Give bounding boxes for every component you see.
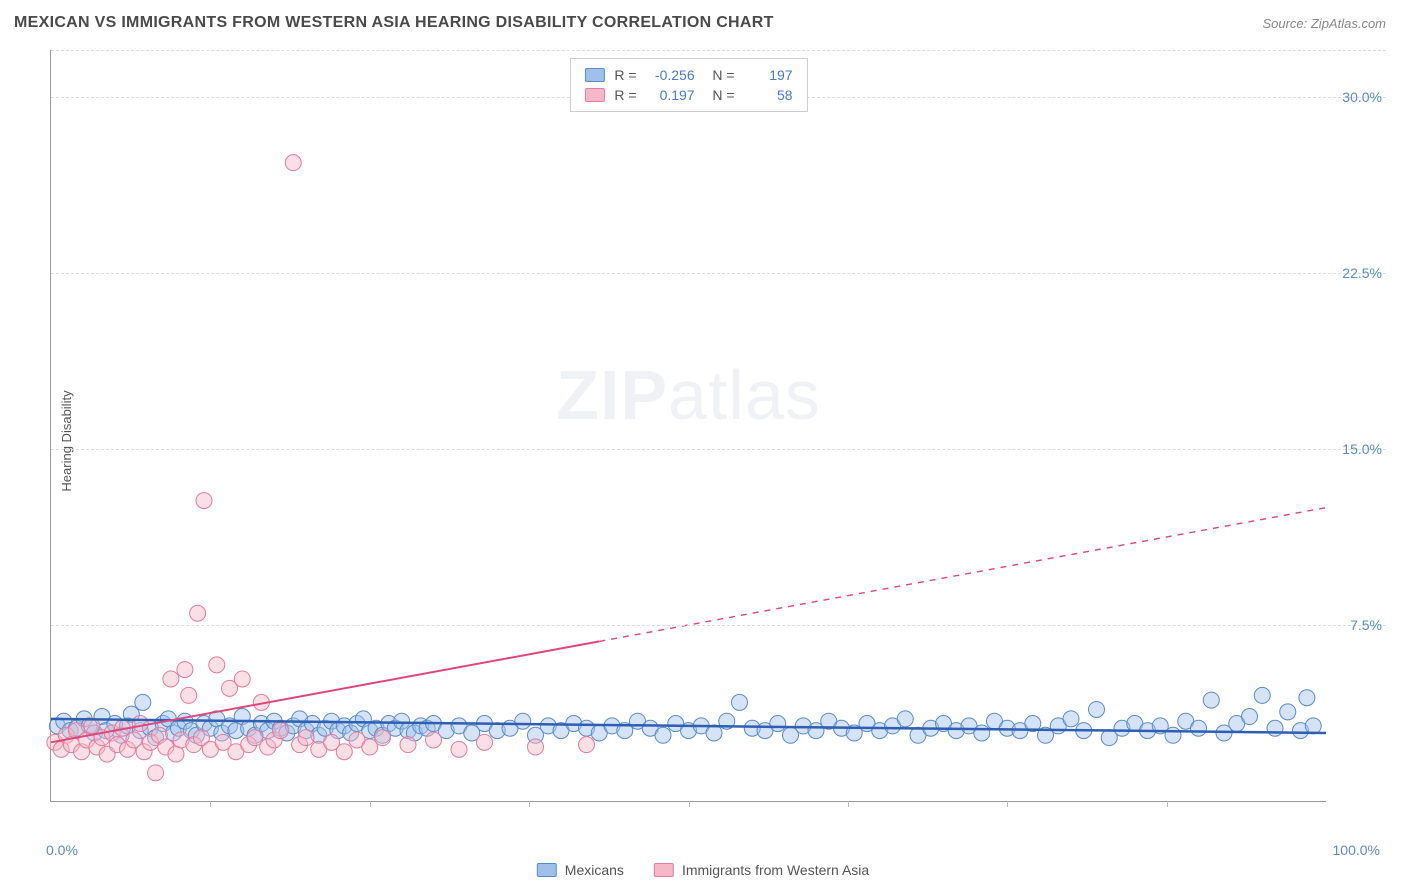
- swatch-series2: [584, 88, 604, 102]
- r-value-2: 0.197: [647, 87, 695, 103]
- data-point: [234, 671, 250, 687]
- data-point: [770, 716, 786, 732]
- legend-swatch-1: [537, 863, 557, 877]
- stats-row-2: R = 0.197 N = 58: [584, 85, 792, 105]
- legend-label-2: Immigrants from Western Asia: [682, 862, 869, 878]
- data-point: [655, 727, 671, 743]
- data-point: [974, 725, 990, 741]
- data-point: [1242, 709, 1258, 725]
- stats-row-1: R = -0.256 N = 197: [584, 65, 792, 85]
- y-tick-label: 30.0%: [1342, 89, 1382, 105]
- source-attribution: Source: ZipAtlas.com: [1262, 16, 1386, 31]
- data-point: [190, 605, 206, 621]
- x-end-label: 100.0%: [1333, 842, 1380, 858]
- legend-item-2: Immigrants from Western Asia: [654, 862, 869, 878]
- data-point: [163, 671, 179, 687]
- stats-legend: R = -0.256 N = 197 R = 0.197 N = 58: [569, 58, 807, 112]
- y-tick-label: 7.5%: [1350, 617, 1382, 633]
- data-point: [426, 732, 442, 748]
- data-point: [1165, 727, 1181, 743]
- data-point: [148, 765, 164, 781]
- data-point: [181, 687, 197, 703]
- legend-swatch-2: [654, 863, 674, 877]
- data-point: [1280, 704, 1296, 720]
- trend-line-dashed: [599, 508, 1326, 642]
- data-point: [1203, 692, 1219, 708]
- data-point: [285, 155, 301, 171]
- page-title: MEXICAN VS IMMIGRANTS FROM WESTERN ASIA …: [14, 14, 774, 32]
- n-value-1: 197: [745, 67, 793, 83]
- data-point: [515, 713, 531, 729]
- x-start-label: 0.0%: [46, 842, 78, 858]
- data-point: [273, 723, 289, 739]
- data-point: [1254, 687, 1270, 703]
- data-point: [1063, 711, 1079, 727]
- data-point: [1089, 701, 1105, 717]
- data-point: [1267, 720, 1283, 736]
- data-point: [897, 711, 913, 727]
- bottom-legend: Mexicans Immigrants from Western Asia: [537, 862, 869, 878]
- legend-item-1: Mexicans: [537, 862, 624, 878]
- data-point: [579, 737, 595, 753]
- swatch-series1: [584, 68, 604, 82]
- data-point: [298, 730, 314, 746]
- data-point: [336, 744, 352, 760]
- data-point: [732, 694, 748, 710]
- n-value-2: 58: [745, 87, 793, 103]
- scatter-svg: [51, 50, 1326, 801]
- y-tick-label: 22.5%: [1342, 265, 1382, 281]
- r-value-1: -0.256: [647, 67, 695, 83]
- data-point: [196, 493, 212, 509]
- y-tick-label: 15.0%: [1342, 441, 1382, 457]
- data-point: [135, 694, 151, 710]
- plot-area: ZIPatlas R = -0.256 N = 197 R = 0.197 N …: [50, 50, 1326, 802]
- data-point: [1299, 690, 1315, 706]
- data-point: [451, 741, 467, 757]
- data-point: [528, 739, 544, 755]
- data-point: [132, 716, 148, 732]
- chart-container: Hearing Disability ZIPatlas R = -0.256 N…: [50, 50, 1386, 832]
- data-point: [375, 730, 391, 746]
- data-point: [400, 737, 416, 753]
- data-point: [477, 734, 493, 750]
- legend-label-1: Mexicans: [565, 862, 624, 878]
- data-point: [177, 662, 193, 678]
- data-point: [1191, 720, 1207, 736]
- data-point: [209, 657, 225, 673]
